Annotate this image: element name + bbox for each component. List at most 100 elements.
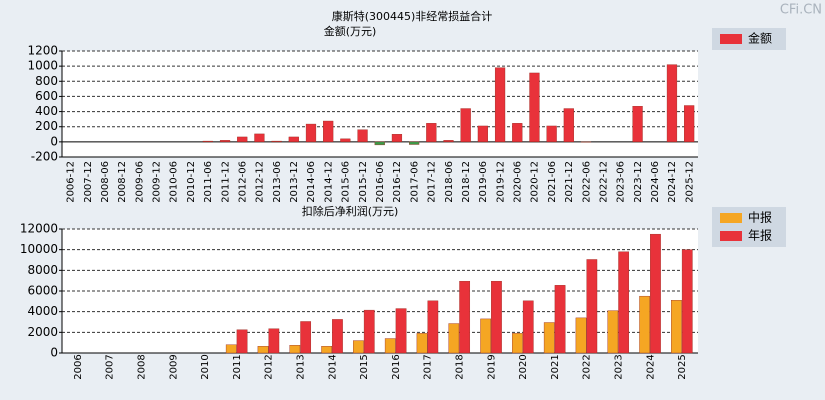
x-tick-label: 2008 xyxy=(137,354,148,379)
bar xyxy=(459,280,471,354)
x-tick-label: 2019-12 xyxy=(495,161,506,203)
x-tick-label: 2016-12 xyxy=(392,161,403,203)
y-tick-label: 12000 xyxy=(20,222,58,236)
x-tick-label: 2015-06 xyxy=(341,161,352,203)
x-tick-label: 2024-12 xyxy=(667,161,678,203)
x-tick-label: 2021-06 xyxy=(547,161,558,203)
bar xyxy=(257,346,269,354)
bar xyxy=(271,140,282,143)
bar xyxy=(494,67,506,143)
bar xyxy=(477,125,488,143)
x-tick-label: 2011-06 xyxy=(203,161,214,203)
y-tick-label: 1200 xyxy=(27,44,58,58)
bar xyxy=(332,319,343,354)
bar xyxy=(529,72,540,143)
x-tick-label: 2017 xyxy=(423,354,434,379)
x-tick-label: 2007 xyxy=(105,354,116,379)
y-tick-label: 0 xyxy=(50,346,58,360)
bar xyxy=(671,300,682,354)
x-tick-label: 2010 xyxy=(200,354,211,379)
y-axis-label: 金额(万元) xyxy=(324,24,377,38)
x-tick-label: 2020-12 xyxy=(530,161,541,203)
x-tick-label: 2019-06 xyxy=(478,161,489,203)
bar xyxy=(650,233,661,354)
bar xyxy=(491,280,502,354)
y-tick-label: 0 xyxy=(50,134,58,148)
bar xyxy=(563,108,574,143)
bar xyxy=(480,318,492,354)
x-tick-label: 2017-12 xyxy=(427,161,438,203)
bar xyxy=(575,317,587,354)
x-tick-label: 2023 xyxy=(614,354,625,379)
legend-swatch xyxy=(720,231,742,241)
bar xyxy=(225,344,237,354)
x-tick-label: 2011 xyxy=(232,354,243,379)
x-tick-label: 2021-12 xyxy=(564,161,575,203)
watermark: CFi.CN xyxy=(780,3,822,18)
bar xyxy=(384,338,396,354)
bar xyxy=(353,340,364,354)
bar xyxy=(357,129,368,143)
bar xyxy=(395,308,407,354)
x-tick-label: 2023-12 xyxy=(633,161,644,203)
bar xyxy=(288,136,299,143)
legend-label: 年报 xyxy=(748,228,772,243)
y-tick-label: 8000 xyxy=(27,263,58,277)
legend-box xyxy=(712,28,786,50)
bar xyxy=(607,310,619,354)
bar xyxy=(618,251,630,354)
x-tick-label: 2022-12 xyxy=(598,161,609,203)
y-tick-label: 2000 xyxy=(27,325,58,339)
x-tick-label: 2014-12 xyxy=(323,161,334,203)
x-tick-label: 2018-06 xyxy=(444,161,455,203)
y-tick-label: 800 xyxy=(35,74,58,88)
bar xyxy=(416,333,428,354)
x-tick-label: 2008-06 xyxy=(100,161,111,203)
bar xyxy=(684,105,695,143)
bar xyxy=(632,106,643,143)
x-tick-label: 2020 xyxy=(518,354,529,379)
bar xyxy=(512,333,523,354)
bar xyxy=(363,309,375,354)
x-tick-label: 2009-12 xyxy=(152,161,163,203)
x-tick-label: 2025 xyxy=(677,354,688,379)
x-tick-label: 2013-06 xyxy=(272,161,283,203)
bar xyxy=(639,295,650,354)
x-tick-label: 2015 xyxy=(359,354,370,379)
bar xyxy=(321,346,333,354)
y-tick-label: 10000 xyxy=(20,242,58,256)
x-tick-label: 2022 xyxy=(582,354,593,379)
x-tick-label: 2011-12 xyxy=(220,161,231,203)
bar xyxy=(546,125,557,143)
x-tick-label: 2012-06 xyxy=(237,161,248,203)
bar xyxy=(512,123,523,143)
y-tick-label: 200 xyxy=(35,119,58,133)
legend-swatch xyxy=(720,34,742,44)
bar xyxy=(305,123,317,143)
bar xyxy=(460,108,471,143)
bar xyxy=(374,141,385,146)
bar xyxy=(289,345,301,354)
bar xyxy=(426,123,437,143)
bar xyxy=(268,328,280,354)
x-tick-label: 2006-12 xyxy=(66,161,77,203)
x-tick-label: 2013 xyxy=(296,354,307,379)
bar xyxy=(254,133,265,143)
bar xyxy=(586,259,598,354)
bar xyxy=(443,140,454,143)
plot-area xyxy=(62,51,698,157)
y-tick-label: 1000 xyxy=(27,59,58,73)
bar xyxy=(543,322,555,354)
x-tick-label: 2018 xyxy=(455,354,466,379)
bar xyxy=(323,120,334,143)
legend-label: 金额 xyxy=(748,31,772,46)
chart-title: 康斯特(300445)非经常损益合计 xyxy=(332,9,493,23)
bar xyxy=(340,138,351,143)
x-tick-label: 2010-06 xyxy=(169,161,180,203)
bar xyxy=(219,140,231,143)
x-tick-label: 2015-12 xyxy=(358,161,369,203)
x-tick-label: 2012 xyxy=(264,354,275,379)
x-tick-label: 2019 xyxy=(486,354,497,379)
x-tick-label: 2022-06 xyxy=(581,161,592,203)
x-tick-label: 2023-06 xyxy=(616,161,627,203)
